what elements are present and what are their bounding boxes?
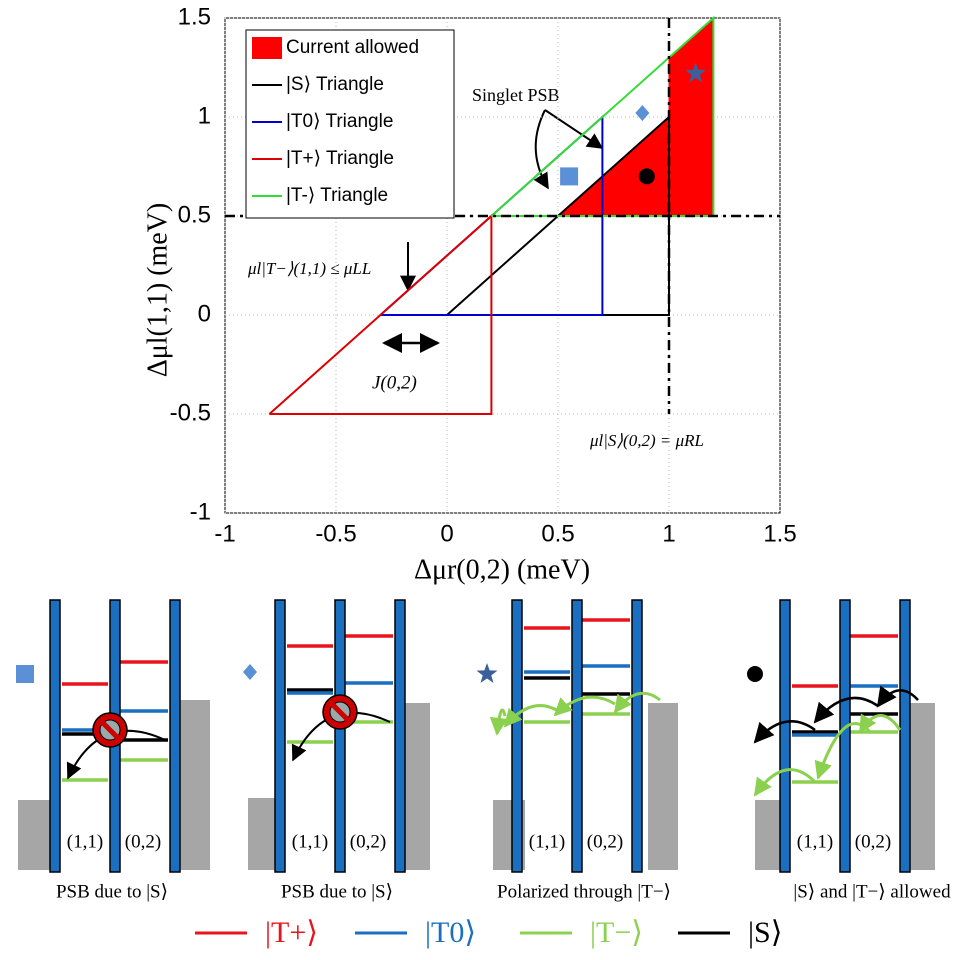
marker	[243, 664, 257, 680]
legend-label: |T0⟩ Triangle	[286, 111, 393, 132]
annotation: J(0,2)	[372, 372, 417, 393]
legend-label: |T-⟩ Triangle	[286, 185, 388, 206]
marker	[638, 168, 655, 185]
marker	[476, 663, 498, 683]
x-tick-label: -0.5	[315, 520, 356, 547]
region-label: (1,1)	[292, 831, 328, 852]
region-label: (0,2)	[855, 831, 891, 852]
legend-label: |T−⟩	[590, 916, 643, 949]
region-label: (0,2)	[350, 831, 386, 852]
marker	[747, 666, 763, 682]
y-tick-label: -0.5	[170, 399, 211, 426]
panel-caption: PSB due to |S⟩	[56, 881, 168, 902]
tunnel-arrow	[876, 685, 919, 708]
panel-caption: PSB due to |S⟩	[281, 881, 393, 902]
region-label: (0,2)	[125, 831, 161, 852]
barrier	[571, 599, 583, 873]
barrier	[779, 599, 791, 873]
barrier	[511, 599, 523, 873]
marker	[560, 167, 579, 186]
y-axis-label: Δμl(1,1) (meV)	[142, 203, 173, 378]
reservoir	[180, 700, 210, 870]
triangle-line	[268, 213, 493, 415]
annotation: μl|T−⟩(1,1) ≤ μLL	[247, 259, 371, 278]
y-tick-label: 1.5	[178, 3, 211, 30]
region-label: (1,1)	[67, 831, 103, 852]
annotation: μl|S⟩(0,2) = μRL	[589, 431, 704, 450]
legend-swatch	[252, 37, 282, 59]
marker	[635, 105, 650, 122]
barrier	[274, 599, 286, 873]
reservoir	[18, 800, 50, 870]
y-tick-label: 0.5	[178, 201, 211, 228]
tunnel-arrow	[489, 708, 508, 736]
tunnel-arrow	[503, 704, 561, 728]
level-diagrams: (1,1) (0,2) PSB due to |S⟩ (1,1) (0,2) PSB du…	[16, 599, 951, 949]
barrier	[631, 599, 643, 873]
barrier	[334, 599, 346, 873]
region-label: (0,2)	[587, 831, 623, 852]
y-tick-label: 0	[198, 300, 211, 327]
barrier	[899, 599, 911, 873]
legend-label: |S⟩ Triangle	[286, 74, 384, 95]
barrier	[49, 599, 61, 873]
tunnel-arrow	[553, 695, 616, 717]
marker	[16, 665, 34, 683]
legend-label: |T+⟩	[265, 916, 318, 949]
tunnel-arrow	[753, 768, 817, 797]
blocked-sign	[328, 700, 352, 724]
region-label: (1,1)	[797, 831, 833, 852]
x-axis-label: Δμr(0,2) (meV)	[414, 554, 590, 585]
x-tick-label: -1	[214, 520, 235, 547]
y-tick-label: -1	[190, 498, 211, 525]
tunnel-arrow	[613, 691, 661, 714]
x-tick-label: 1	[662, 520, 675, 547]
legend-label: Current allowed	[286, 37, 419, 58]
barrier	[169, 599, 181, 873]
tunnel-arrow	[813, 696, 879, 724]
annotation-arrow	[544, 109, 604, 149]
legend-label: |T0⟩	[425, 916, 476, 949]
annotation-arrow	[533, 109, 549, 190]
panel-caption: |S⟩ and |T−⟩ allowed	[793, 881, 951, 902]
y-tick-label: 1	[198, 102, 211, 129]
tunnel-arrow	[814, 722, 872, 780]
legend-label: |S⟩	[748, 916, 782, 949]
marker	[685, 62, 707, 83]
x-tick-label: 0.5	[541, 520, 574, 547]
legend-label: |T+⟩ Triangle	[286, 148, 394, 169]
panel-caption: Polarized through |T−⟩	[497, 881, 671, 902]
reservoir	[648, 703, 678, 870]
blocked-sign	[98, 718, 122, 742]
plot-frame	[224, 17, 781, 514]
x-tick-label: 1.5	[763, 520, 796, 547]
legend-box	[245, 29, 455, 219]
barrier	[394, 599, 406, 873]
legend: Current allowed |S⟩ Triangle |T0⟩ Triangle…	[245, 29, 455, 219]
region-label: (1,1)	[529, 831, 565, 852]
barrier	[839, 599, 851, 873]
x-tick-label: 0	[440, 520, 453, 547]
annotation: Singlet PSB	[472, 85, 560, 105]
tunnel-arrow	[753, 720, 816, 744]
